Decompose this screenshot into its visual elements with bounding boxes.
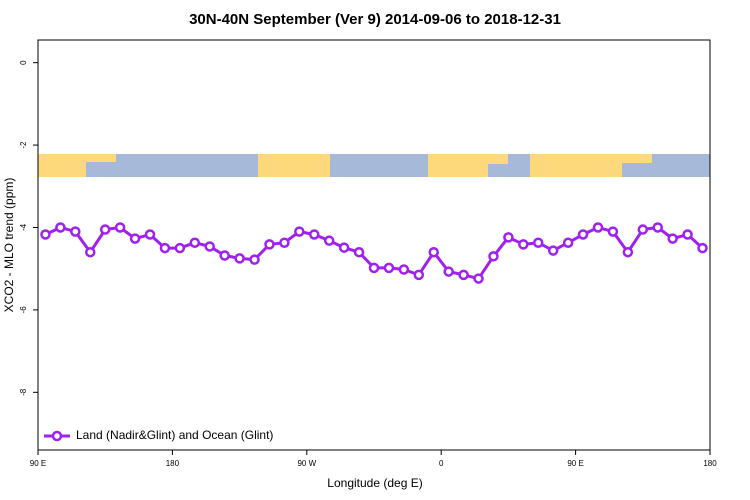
x-tick-label: 90 E (567, 459, 583, 468)
point (503, 232, 514, 243)
x-axis-label: Longitude (deg E) (327, 476, 422, 490)
y-tick-label: -4 (19, 223, 28, 231)
land (530, 154, 622, 177)
point (294, 226, 305, 237)
plot-frame (37, 39, 711, 451)
point (159, 242, 171, 254)
point (85, 246, 96, 258)
point (607, 226, 619, 237)
chart-title: 30N-40N September (Ver 9) 2014-09-06 to … (189, 11, 561, 28)
point (697, 242, 708, 254)
point (443, 266, 454, 277)
point (70, 226, 81, 237)
point (383, 262, 395, 274)
point (144, 229, 156, 240)
point (279, 237, 290, 248)
point (249, 254, 260, 265)
x-tick-label: 90 E (30, 459, 46, 468)
point (40, 229, 51, 240)
y-tick-label: -8 (19, 388, 28, 396)
point (398, 264, 410, 275)
point (204, 241, 215, 252)
point (309, 229, 320, 240)
legend-marker (51, 430, 63, 442)
y-axis-label: XCO2 - MLO trend (ppm) (2, 178, 16, 313)
point (667, 233, 678, 244)
point (323, 235, 335, 246)
land (258, 154, 330, 177)
point (264, 239, 275, 250)
point (458, 269, 469, 281)
point (533, 237, 544, 248)
point (55, 222, 66, 233)
point (637, 224, 649, 235)
y-tick-label: -2 (19, 141, 28, 149)
point (174, 242, 186, 254)
point (129, 233, 141, 244)
point (428, 246, 439, 258)
point (592, 222, 604, 233)
x-tick-label: 180 (166, 459, 180, 468)
x-tick-label: 90 W (297, 459, 316, 468)
land (86, 154, 116, 162)
point (547, 245, 559, 256)
point (353, 246, 365, 258)
point (368, 262, 380, 274)
point (413, 269, 425, 281)
point (577, 229, 589, 240)
point (219, 250, 230, 261)
land (488, 154, 508, 164)
point (338, 242, 350, 253)
point (622, 246, 634, 258)
point (114, 222, 126, 233)
y-tick-label: -6 (19, 306, 28, 314)
point (189, 237, 201, 248)
point (473, 273, 484, 284)
map-strip (38, 154, 710, 177)
land (38, 154, 86, 177)
point (488, 251, 499, 262)
x-tick-label: 0 (439, 459, 444, 468)
land (428, 154, 488, 177)
point (562, 237, 574, 248)
point (652, 222, 663, 233)
land (622, 154, 652, 163)
x-tick-label: 180 (703, 459, 717, 468)
y-tick-label: 0 (19, 60, 28, 65)
point (99, 224, 111, 235)
legend-label: Land (Nadir&Glint) and Ocean (Glint) (76, 428, 273, 442)
point (234, 253, 245, 264)
point (518, 239, 529, 250)
point (682, 229, 693, 240)
